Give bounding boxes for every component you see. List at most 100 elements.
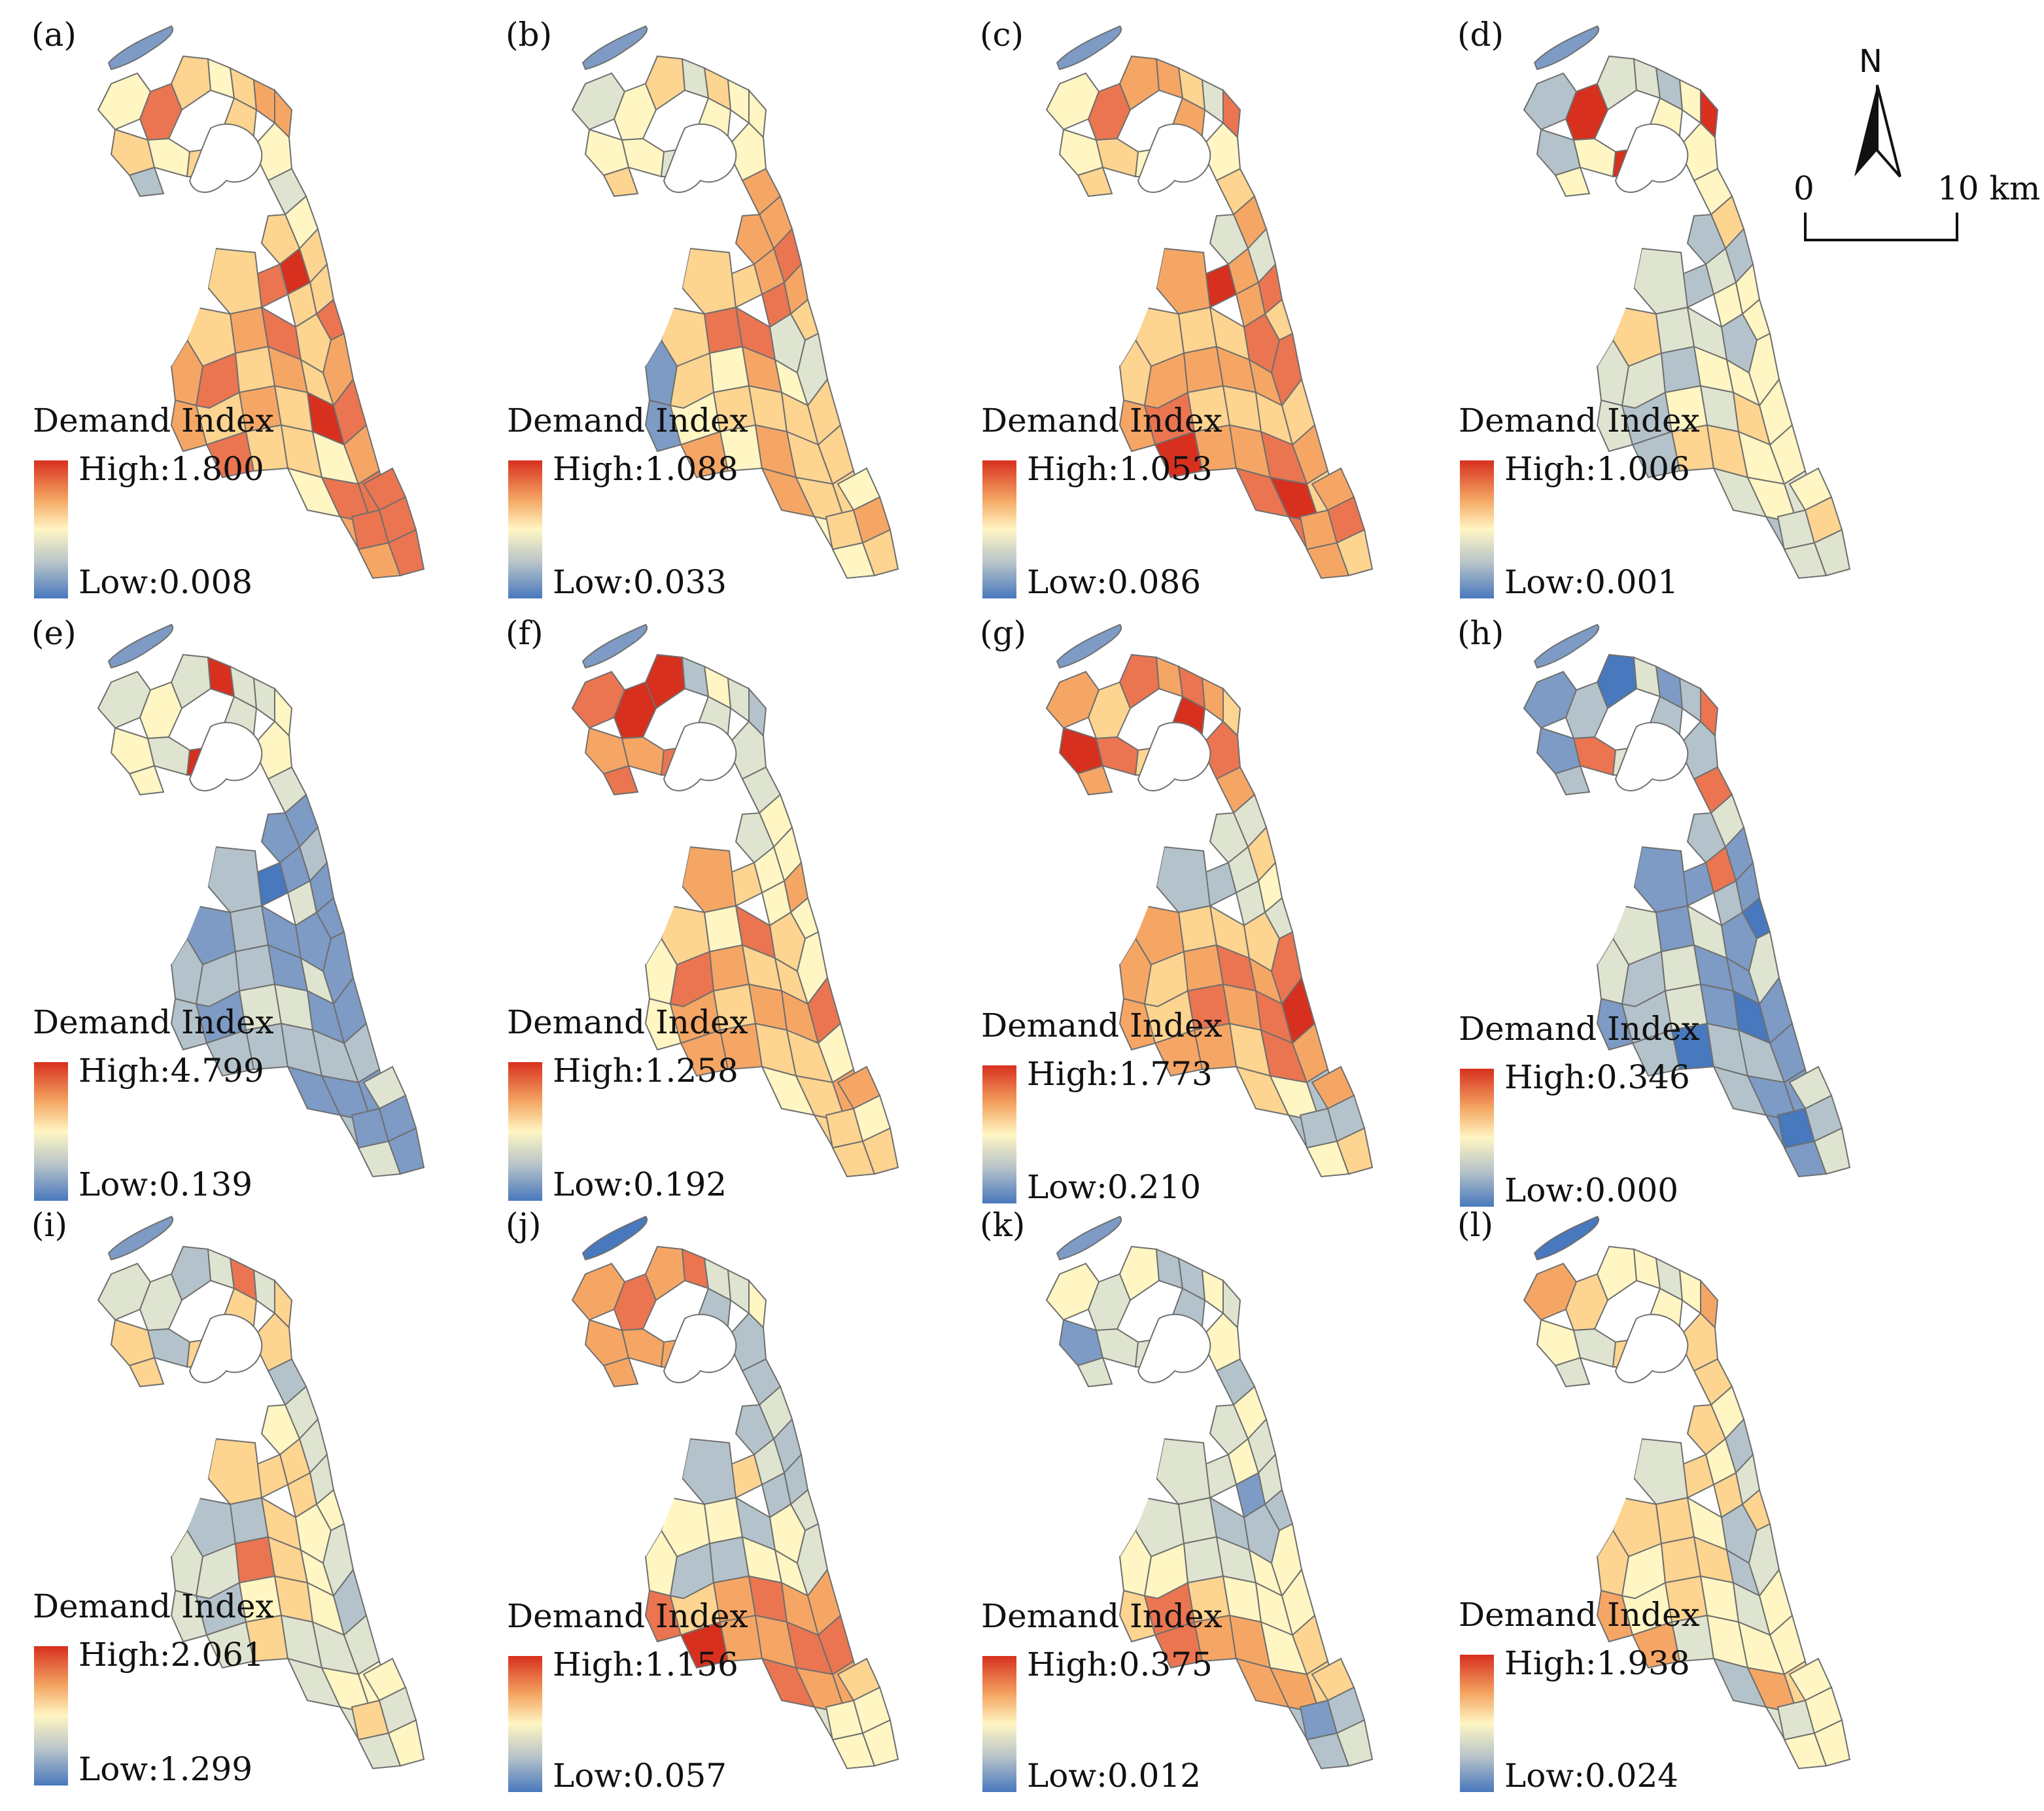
district-polygon bbox=[681, 846, 737, 914]
choropleth-map bbox=[1523, 25, 1851, 579]
district-polygon bbox=[1155, 247, 1211, 315]
district-polygon bbox=[681, 1438, 737, 1506]
legend-color-ramp bbox=[34, 1062, 68, 1201]
panel-label: (a) bbox=[31, 16, 77, 54]
inland-water bbox=[1614, 1313, 1689, 1383]
legend-color-ramp bbox=[1460, 1655, 1494, 1792]
panel-label: (k) bbox=[980, 1206, 1026, 1244]
legend-low-label: Low:0.210 bbox=[1027, 1168, 1202, 1206]
district-polygon bbox=[1678, 677, 1701, 723]
legend-color-ramp bbox=[982, 1656, 1016, 1792]
district-polygon bbox=[727, 78, 750, 124]
western-bay bbox=[1105, 1386, 1164, 1557]
district-polygon bbox=[1077, 765, 1113, 796]
legend-high-label: High:1.258 bbox=[553, 1052, 738, 1090]
inland-water bbox=[1614, 721, 1689, 791]
northern-islet bbox=[107, 623, 173, 669]
western-bay bbox=[1582, 1386, 1642, 1557]
panel-label: (l) bbox=[1457, 1206, 1494, 1244]
district-polygon bbox=[1813, 1719, 1851, 1767]
western-bay bbox=[156, 196, 216, 366]
western-bay bbox=[1582, 196, 1642, 366]
district-polygon bbox=[128, 166, 165, 198]
district-polygon bbox=[681, 58, 710, 99]
district-polygon bbox=[1813, 1127, 1851, 1175]
district-polygon bbox=[861, 1719, 899, 1767]
district-polygon bbox=[387, 528, 425, 577]
northern-islet bbox=[107, 25, 173, 71]
northern-islet bbox=[1056, 25, 1122, 71]
panel-label: (j) bbox=[506, 1206, 542, 1244]
district-polygon bbox=[1336, 1719, 1374, 1767]
legend-high-label: High:1.156 bbox=[553, 1646, 738, 1683]
legend-low-label: Low:0.024 bbox=[1504, 1757, 1679, 1795]
district-polygon bbox=[128, 765, 165, 796]
legend-low-label: Low:0.001 bbox=[1504, 563, 1679, 601]
legend-title: Demand Index bbox=[981, 402, 1222, 440]
inland-water bbox=[1137, 123, 1211, 193]
district-polygon bbox=[861, 528, 899, 577]
legend-low-label: Low:0.012 bbox=[1027, 1757, 1202, 1795]
legend-low-label: Low:0.000 bbox=[1504, 1171, 1679, 1209]
legend-color-ramp bbox=[982, 460, 1016, 598]
legend-high-label: High:0.346 bbox=[1504, 1058, 1690, 1096]
district-polygon bbox=[1633, 1248, 1661, 1290]
scale-bar: 0 10 km bbox=[1779, 167, 2040, 252]
district-polygon bbox=[1155, 656, 1184, 698]
western-bay bbox=[1105, 794, 1164, 965]
district-polygon bbox=[322, 332, 355, 407]
legend-low-label: Low:0.057 bbox=[553, 1757, 727, 1795]
inland-water bbox=[663, 1313, 737, 1383]
district-polygon bbox=[1200, 720, 1241, 780]
inland-water bbox=[188, 721, 263, 791]
northern-islet bbox=[1533, 1215, 1599, 1261]
district-polygon bbox=[1077, 166, 1113, 198]
scale-bar-line bbox=[1804, 213, 1958, 241]
legend-title: Demand Index bbox=[507, 1003, 748, 1041]
district-polygon bbox=[1633, 656, 1661, 698]
district-polygon bbox=[602, 765, 639, 796]
district-polygon bbox=[1201, 677, 1224, 723]
district-polygon bbox=[1155, 1438, 1211, 1506]
district-polygon bbox=[322, 931, 355, 1006]
district-polygon bbox=[727, 677, 750, 723]
legend-color-ramp bbox=[508, 1062, 542, 1201]
district-polygon bbox=[1678, 78, 1701, 124]
western-bay bbox=[156, 794, 216, 965]
map-panel-i: (i) Demand Index High:2.061 Low:1.299 bbox=[0, 1190, 471, 1785]
district-polygon bbox=[1155, 58, 1184, 99]
choropleth-map bbox=[97, 1215, 425, 1770]
district-polygon bbox=[1677, 720, 1719, 780]
district-polygon bbox=[387, 1127, 425, 1175]
district-polygon bbox=[1633, 1438, 1689, 1506]
district-polygon bbox=[1336, 1127, 1374, 1175]
district-polygon bbox=[207, 247, 263, 315]
choropleth-map bbox=[571, 25, 899, 579]
choropleth-map bbox=[1045, 25, 1374, 579]
western-bay bbox=[631, 794, 690, 965]
panel-label: (g) bbox=[980, 614, 1027, 652]
legend-high-label: High:1.088 bbox=[553, 450, 738, 488]
legend-title: Demand Index bbox=[981, 1597, 1222, 1635]
legend-title: Demand Index bbox=[33, 1003, 274, 1041]
panel-label: (d) bbox=[1457, 16, 1504, 54]
district-polygon bbox=[1201, 78, 1224, 124]
north-arrow: N bbox=[1831, 46, 1923, 190]
district-polygon bbox=[796, 332, 829, 407]
inland-water bbox=[188, 1313, 263, 1383]
legend-high-label: High:1.053 bbox=[1027, 450, 1213, 488]
map-panel-d: (d) Demand Index High:1.006 Low:0.001 bbox=[1426, 0, 1897, 598]
district-polygon bbox=[1155, 846, 1211, 914]
district-polygon bbox=[796, 931, 829, 1006]
legend-high-label: High:0.375 bbox=[1027, 1646, 1213, 1683]
district-polygon bbox=[1633, 846, 1689, 914]
legend-title: Demand Index bbox=[507, 402, 748, 440]
map-panel-k: (k) Demand Index High:0.375 Low:0.012 bbox=[948, 1190, 1419, 1792]
scale-end-label: 10 km bbox=[1937, 169, 2041, 207]
western-bay bbox=[631, 1386, 690, 1557]
inland-water bbox=[1137, 721, 1211, 791]
district-polygon bbox=[1633, 247, 1689, 315]
northern-islet bbox=[1533, 25, 1599, 71]
district-polygon bbox=[1554, 1356, 1591, 1388]
legend-title: Demand Index bbox=[507, 1597, 748, 1635]
